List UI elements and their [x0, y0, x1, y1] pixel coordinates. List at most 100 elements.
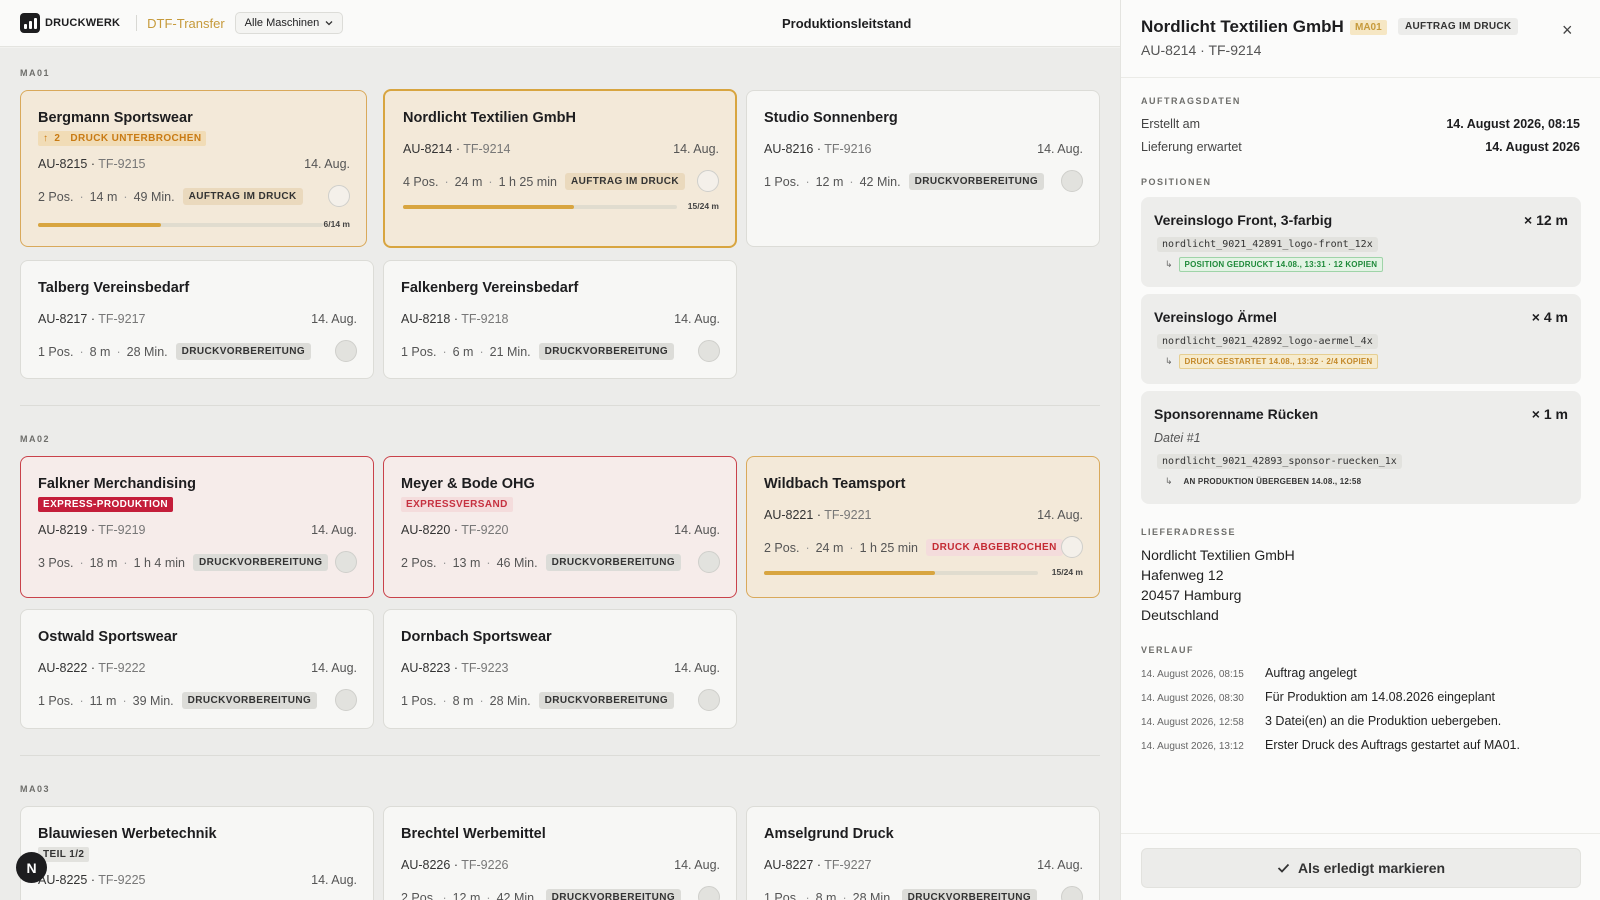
card-title: Nordlicht Textilien GmbH [403, 110, 576, 126]
position-item[interactable]: Vereinslogo Front, 3-farbig × 12 m nordl… [1141, 197, 1581, 287]
status-badge: DRUCKVORBEREITUNG [193, 554, 329, 571]
select-checkbox[interactable] [1061, 536, 1083, 558]
status-badge: DRUCKVORBEREITUNG [545, 554, 682, 571]
progress-bar [764, 571, 1038, 575]
express-shipping-tag: EXPRESSVERSAND [401, 497, 513, 512]
delivery-value: 14. August 2026 [1485, 140, 1580, 154]
order-card[interactable]: Falkenberg Vereinsbedarf AU-8218 · TF-92… [383, 260, 737, 379]
select-checkbox[interactable] [698, 886, 720, 900]
status-badge: DRUCKVORBEREITUNG [901, 889, 1038, 900]
separator-dot: · [442, 890, 447, 900]
status-badge: DRUCKVORBEREITUNG [545, 889, 682, 900]
file-name: nordlicht_9021_42892_logo-aermel_4x [1157, 334, 1378, 349]
select-checkbox[interactable] [698, 689, 720, 711]
order-date: 14. Aug. [673, 142, 719, 156]
order-card[interactable]: Talberg Vereinsbedarf AU-8217 · TF-9217 … [20, 260, 374, 379]
delivery-label: Lieferung erwartet [1141, 140, 1242, 154]
meters: 14 m [89, 189, 118, 204]
order-card[interactable]: Ostwald Sportswear AU-8222 · TF-9222 14.… [20, 609, 374, 729]
position-log: ↳ POSITION GEDRUCKT 14.08., 13:31 · 12 KO… [1165, 257, 1384, 272]
order-date: 14. Aug. [674, 312, 720, 326]
order-ids: AU-8215 · TF-9215 [38, 157, 146, 171]
order-card[interactable]: Falkner Merchandising EXPRESS-PRODUKTION… [20, 456, 374, 598]
status-badge: DRUCKVORBEREITUNG [181, 692, 318, 709]
separator-dot: · [444, 174, 449, 189]
separator-dot: · [849, 540, 854, 555]
separator-dot: · [486, 555, 491, 570]
position-item[interactable]: Sponsorenname Rücken × 1 m Datei #1 nord… [1141, 391, 1581, 504]
position-item[interactable]: Vereinslogo Ärmel × 4 m nordlicht_9021_4… [1141, 294, 1581, 384]
order-meta: 1 Pos. · 11 m · 39 Min. DRUCKVORBEREITUNG [38, 692, 318, 709]
select-checkbox[interactable] [697, 170, 719, 192]
card-title: Talberg Vereinsbedarf [38, 280, 190, 296]
close-icon[interactable]: × [1562, 20, 1573, 40]
duration: 1 h 25 min [859, 540, 918, 555]
order-card[interactable]: Brechtel Werbemittel AU-8226 · TF-9226 1… [383, 806, 737, 900]
separator-dot: · [849, 174, 854, 189]
order-meta: 1 Pos. · 8 m · 28 Min. DRUCKVORBEREITUNG [401, 692, 675, 709]
order-card[interactable]: Dornbach Sportswear AU-8223 · TF-9223 14… [383, 609, 737, 729]
meters: 24 m [815, 540, 844, 555]
transfer-id: TF-9217 [98, 312, 146, 326]
order-card-selected[interactable]: Nordlicht Textilien GmbH AU-8214 · TF-92… [383, 89, 737, 248]
order-meta: 2 Pos. · 24 m · 1 h 25 min DRUCK ABGEBROCH… [764, 539, 1063, 556]
panel-subtitle: AU-8214 · TF-9214 [1141, 42, 1262, 58]
duration: 1 h 25 min [498, 174, 557, 189]
history-entry: 14. August 2026, 08:15 Auftrag angelegt [1141, 666, 1357, 680]
position-count: 1 Pos. [764, 890, 800, 900]
order-card[interactable]: Meyer & Bode OHG EXPRESSVERSAND AU-8220 … [383, 456, 737, 598]
select-checkbox[interactable] [1061, 886, 1083, 900]
progress-fill [38, 223, 161, 227]
panel-header: Nordlicht Textilien GmbH MA01 AUFTRAG IM… [1121, 0, 1600, 78]
separator-dot: · [79, 344, 84, 359]
address-line: Hafenweg 12 [1141, 567, 1224, 583]
part-tag: TEIL 1/2 [38, 847, 90, 862]
position-count: 2 Pos. [38, 189, 74, 204]
production-board: MA01 Bergmann Sportswear ↑ 2 DRUCK UNTER… [0, 48, 1120, 900]
position-name: Vereinslogo Front, 3-farbig [1154, 212, 1333, 228]
arrow-up-icon: ↑ [43, 133, 49, 144]
transfer-id: TF-9222 [98, 661, 146, 675]
position-name: Vereinslogo Ärmel [1154, 309, 1277, 325]
order-date: 14. Aug. [304, 157, 350, 171]
mark-done-button[interactable]: Als erledigt markieren [1141, 848, 1581, 888]
machine-filter-select[interactable]: Alle Maschinen [234, 12, 344, 34]
transfer-id: TF-9219 [98, 523, 146, 537]
transfer-id: TF-9218 [461, 312, 509, 326]
section-label-ma02: MA02 [20, 434, 51, 444]
order-card[interactable]: Wildbach Teamsport AU-8221 · TF-9221 14.… [746, 456, 1100, 598]
assistant-button[interactable]: N [16, 852, 47, 883]
order-card[interactable]: Studio Sonnenberg AU-8216 · TF-9216 14. … [746, 90, 1100, 247]
progress-label: 15/24 m [687, 201, 719, 211]
order-id: AU-8221 [764, 508, 814, 522]
select-checkbox[interactable] [328, 185, 350, 207]
history-message: Auftrag angelegt [1265, 666, 1357, 680]
transfer-id: TF-9226 [461, 858, 509, 872]
order-card[interactable]: Amselgrund Druck AU-8227 · TF-9227 14. A… [746, 806, 1100, 900]
select-checkbox[interactable] [335, 689, 357, 711]
section-label-ma01: MA01 [20, 68, 51, 78]
select-checkbox[interactable] [335, 551, 357, 573]
machine-badge: MA01 [1350, 20, 1387, 35]
separator-dot: · [486, 890, 491, 900]
order-meta: 1 Pos. · 12 m · 42 Min. DRUCKVORBEREITUNG [764, 173, 1045, 190]
duration: 46 Min. [496, 555, 538, 570]
separator-dot: · [479, 344, 484, 359]
order-meta: 2 Pos. · 12 m · 42 Min. DRUCKVORBEREITUNG [401, 889, 682, 900]
select-checkbox[interactable] [1061, 170, 1083, 192]
duration: 42 Min. [496, 890, 538, 900]
position-count: 2 Pos. [401, 890, 437, 900]
select-checkbox[interactable] [698, 340, 720, 362]
order-card[interactable]: Bergmann Sportswear ↑ 2 DRUCK UNTERBROCH… [20, 90, 367, 247]
progress-bar [38, 223, 323, 227]
duration: 21 Min. [489, 344, 531, 359]
duration: 1 h 4 min [133, 555, 185, 570]
select-checkbox[interactable] [698, 551, 720, 573]
order-card[interactable]: Blauwiesen Werbetechnik TEIL 1/2 AU-8225… [20, 806, 374, 900]
order-ids: AU-8217 · TF-9217 [38, 312, 146, 326]
order-data-heading: AUFTRAGSDATEN [1141, 96, 1241, 106]
separator-dot: · [842, 890, 847, 900]
log-event: AN PRODUKTION ÜBERGEBEN 14.08., 12:58 [1183, 477, 1362, 486]
select-checkbox[interactable] [335, 340, 357, 362]
card-title: Meyer & Bode OHG [401, 476, 535, 492]
